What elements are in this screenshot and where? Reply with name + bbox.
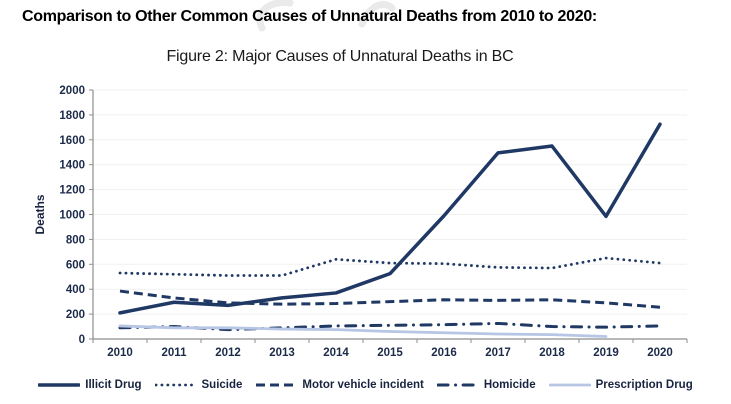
legend-line-sample	[436, 383, 479, 387]
x-tick-label: 2013	[269, 347, 295, 359]
x-tick-label: 2018	[539, 347, 565, 359]
y-tick-label: 600	[66, 259, 85, 271]
legend-label: Illicit Drug	[85, 379, 142, 391]
legend-label: Motor vehicle incident	[302, 379, 424, 391]
legend-label: Suicide	[201, 379, 243, 391]
legend-label: Prescription Drug	[595, 379, 693, 391]
series-line-illicit-drug	[118, 122, 662, 315]
page-title: Comparison to Other Common Causes of Unn…	[22, 8, 597, 25]
y-tick-label: 400	[66, 284, 85, 296]
legend-label: Homicide	[483, 379, 536, 391]
y-tick-label: 200	[66, 309, 85, 321]
y-tick-label: 1600	[59, 135, 85, 147]
legend-line-sample	[154, 383, 197, 387]
y-tick-label: 2000	[59, 85, 85, 97]
y-tick-label: 1200	[59, 185, 85, 197]
y-tick-label: 0	[79, 334, 85, 346]
chart-legend: Illicit Drug Suicide Motor vehicle inciden…	[0, 372, 731, 398]
legend-line-sample	[38, 383, 81, 387]
x-tick-label: 2014	[323, 347, 349, 359]
legend-line-sample	[256, 383, 297, 387]
x-tick-label: 2010	[107, 347, 133, 359]
y-tick-label: 1400	[59, 160, 85, 172]
series-line-suicide	[118, 256, 662, 277]
series-line-motor-vehicle-incident	[119, 289, 661, 309]
x-tick-label: 2017	[485, 347, 511, 359]
x-tick-label: 2019	[593, 347, 619, 359]
x-tick-label: 2020	[647, 347, 673, 359]
y-tick-label: 800	[66, 234, 85, 246]
legend-item-motor-vehicle-incident: Motor vehicle incident	[255, 379, 424, 391]
legend-item-suicide: Suicide	[154, 379, 243, 391]
legend-line-sample	[548, 383, 591, 387]
legend-item-homicide: Homicide	[436, 379, 536, 391]
y-tick-label: 1800	[59, 110, 85, 122]
x-tick-label: 2016	[431, 347, 457, 359]
figure-caption: Figure 2: Major Causes of Unnatural Deat…	[166, 48, 514, 65]
x-tick-label: 2015	[377, 347, 403, 359]
series-line-prescription-drug	[118, 324, 608, 338]
y-tick-label: 1000	[59, 210, 85, 222]
x-tick-label: 2012	[215, 347, 241, 359]
legend-item-illicit-drug: Illicit Drug	[38, 379, 142, 391]
y-axis-label: Deaths	[33, 194, 47, 234]
x-tick-label: 2011	[162, 347, 188, 359]
legend-item-prescription-drug: Prescription Drug	[548, 379, 693, 391]
